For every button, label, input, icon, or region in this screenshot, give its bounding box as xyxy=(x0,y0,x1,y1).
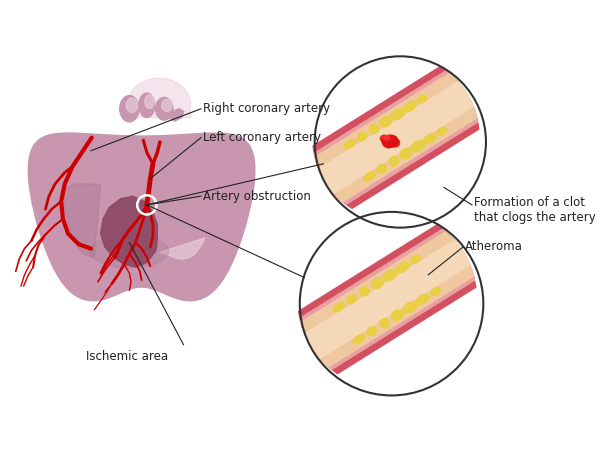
Ellipse shape xyxy=(424,134,436,144)
Text: Left coronary artery: Left coronary artery xyxy=(203,131,321,144)
Ellipse shape xyxy=(155,97,173,120)
Ellipse shape xyxy=(391,139,400,147)
Polygon shape xyxy=(308,75,484,200)
Ellipse shape xyxy=(359,287,369,296)
Ellipse shape xyxy=(437,127,447,135)
Polygon shape xyxy=(295,234,480,365)
Polygon shape xyxy=(302,65,490,210)
Ellipse shape xyxy=(139,93,155,117)
Ellipse shape xyxy=(369,125,379,134)
Text: Atheroma: Atheroma xyxy=(465,240,523,253)
Ellipse shape xyxy=(357,132,367,141)
Ellipse shape xyxy=(126,98,138,112)
Ellipse shape xyxy=(377,164,387,173)
Ellipse shape xyxy=(380,135,389,142)
Ellipse shape xyxy=(161,99,172,112)
Polygon shape xyxy=(160,238,205,259)
Ellipse shape xyxy=(120,96,139,122)
Circle shape xyxy=(300,212,484,396)
Ellipse shape xyxy=(411,140,425,152)
Polygon shape xyxy=(101,196,157,267)
Text: Artery obstruction: Artery obstruction xyxy=(203,189,311,202)
Ellipse shape xyxy=(404,102,416,112)
Ellipse shape xyxy=(389,157,399,166)
Ellipse shape xyxy=(367,327,377,336)
Polygon shape xyxy=(64,184,101,257)
Polygon shape xyxy=(28,133,255,301)
Ellipse shape xyxy=(333,303,345,312)
Circle shape xyxy=(314,56,486,228)
Ellipse shape xyxy=(400,148,412,159)
Polygon shape xyxy=(286,220,488,378)
Ellipse shape xyxy=(416,294,429,304)
Ellipse shape xyxy=(397,262,409,272)
Ellipse shape xyxy=(90,234,169,268)
Ellipse shape xyxy=(382,135,398,148)
Polygon shape xyxy=(288,224,487,375)
Ellipse shape xyxy=(145,95,154,108)
Ellipse shape xyxy=(347,295,356,304)
Polygon shape xyxy=(283,215,492,384)
Ellipse shape xyxy=(344,140,356,148)
Polygon shape xyxy=(168,109,184,121)
Ellipse shape xyxy=(385,142,392,148)
Ellipse shape xyxy=(391,108,404,120)
Ellipse shape xyxy=(371,278,383,288)
Ellipse shape xyxy=(417,95,427,103)
Text: Formation of a clot
that clogs the artery: Formation of a clot that clogs the arter… xyxy=(474,196,595,224)
Ellipse shape xyxy=(380,117,392,127)
Text: Ischemic area: Ischemic area xyxy=(86,350,168,363)
Ellipse shape xyxy=(431,287,440,296)
Ellipse shape xyxy=(353,335,365,344)
Polygon shape xyxy=(300,62,492,213)
Ellipse shape xyxy=(383,135,389,140)
Ellipse shape xyxy=(410,255,421,263)
Ellipse shape xyxy=(383,270,397,281)
Polygon shape xyxy=(128,78,191,117)
Ellipse shape xyxy=(403,302,416,313)
Ellipse shape xyxy=(364,171,376,181)
Text: Right coronary artery: Right coronary artery xyxy=(203,102,330,115)
Ellipse shape xyxy=(391,310,403,320)
Ellipse shape xyxy=(380,319,389,328)
Polygon shape xyxy=(296,56,496,219)
